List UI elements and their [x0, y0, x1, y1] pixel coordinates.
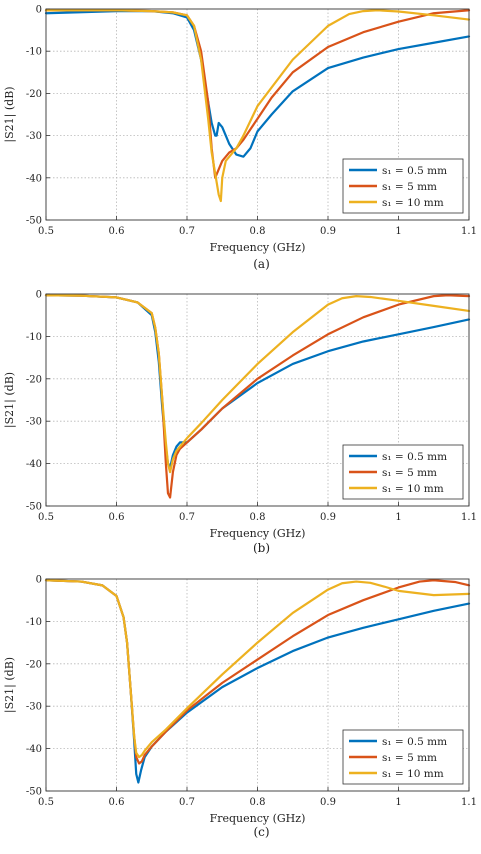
y-tick-label: 0: [36, 5, 42, 16]
panel-caption: (a): [253, 257, 270, 271]
x-tick-label: 1.1: [461, 226, 477, 237]
legend: s₁ = 0.5 mm s₁ = 5 mm s₁ = 10 mm: [342, 729, 464, 785]
y-tick-label: 0: [36, 290, 42, 301]
legend: s₁ = 0.5 mm s₁ = 5 mm s₁ = 10 mm: [342, 444, 464, 500]
series-line-3: [44, 294, 471, 474]
y-tick-label: 0: [36, 575, 42, 586]
series-line-1: [44, 10, 471, 158]
legend: s₁ = 0.5 mm s₁ = 5 mm s₁ = 10 mm: [342, 158, 464, 214]
legend-label: s₁ = 0.5 mm: [382, 165, 447, 177]
legend-label: s₁ = 0.5 mm: [382, 736, 447, 748]
y-axis-label: |S21| (dB): [3, 372, 17, 428]
x-tick-label: 1.1: [461, 512, 477, 523]
legend-label: s₁ = 10 mm: [382, 483, 444, 495]
y-tick-label: -40: [26, 173, 42, 184]
panel-caption: (b): [253, 541, 270, 555]
x-tick-label: 1.1: [461, 797, 477, 808]
y-tick-label: -10: [26, 47, 42, 58]
series-line-1: [44, 294, 471, 469]
chart-panel-2: 0.5 0.6 0.7 0.8 0.9 1 1.1 0 -10 -20 -30 -40 -50 Frequ…: [3, 290, 477, 556]
x-axis-label: Frequency (GHz): [210, 241, 306, 254]
x-tick-label: 0.6: [109, 512, 125, 523]
x-axis-label: Frequency (GHz): [210, 812, 306, 825]
x-tick-label: 0.5: [38, 797, 54, 808]
y-tick-label: -20: [26, 89, 42, 100]
y-tick-label: -30: [26, 417, 42, 428]
x-tick-label: 1: [395, 226, 401, 237]
x-tick-label: 0.6: [109, 797, 125, 808]
y-tick-label: -50: [26, 787, 42, 798]
chart-panel-1: 0.5 0.6 0.7 0.8 0.9 1 1.1 0 -10 -20 -30 -40 -50 Frequ…: [3, 5, 477, 272]
legend-label: s₁ = 10 mm: [382, 768, 444, 780]
legend-label: s₁ = 5 mm: [382, 467, 437, 479]
x-tick-label: 0.7: [179, 797, 195, 808]
x-tick-label: 0.9: [320, 226, 336, 237]
y-axis-label: |S21| (dB): [3, 657, 17, 713]
x-tick-label: 0.9: [320, 512, 336, 523]
x-axis-label: Frequency (GHz): [210, 527, 306, 540]
y-tick-label: -40: [26, 459, 42, 470]
x-tick-label: 0.7: [179, 512, 195, 523]
x-tick-label: 0.6: [109, 226, 125, 237]
series-line-3: [44, 579, 471, 759]
y-tick-label: -30: [26, 131, 42, 142]
y-tick-label: -10: [26, 332, 42, 343]
x-tick-label: 0.8: [250, 797, 266, 808]
x-tick-label: 0.5: [38, 512, 54, 523]
y-tick-label: -50: [26, 216, 42, 227]
chart-panel-3: 0.5 0.6 0.7 0.8 0.9 1 1.1 0 -10 -20 -30 -40 -50 Frequ…: [3, 575, 477, 840]
y-tick-label: -40: [26, 744, 42, 755]
legend-label: s₁ = 10 mm: [382, 197, 444, 209]
series-line-3: [44, 9, 471, 203]
legend-label: s₁ = 0.5 mm: [382, 451, 447, 463]
panel-caption: (c): [253, 825, 269, 839]
y-tick-label: -50: [26, 502, 42, 513]
x-tick-label: 0.8: [250, 226, 266, 237]
y-tick-label: -20: [26, 659, 42, 670]
x-tick-label: 1: [395, 797, 401, 808]
x-tick-label: 0.9: [320, 797, 336, 808]
x-tick-label: 1: [395, 512, 401, 523]
y-axis-label: |S21| (dB): [3, 86, 17, 142]
x-tick-label: 0.5: [38, 226, 54, 237]
legend-label: s₁ = 5 mm: [382, 181, 437, 193]
y-tick-label: -30: [26, 702, 42, 713]
x-tick-label: 0.7: [179, 226, 195, 237]
y-tick-label: -10: [26, 617, 42, 628]
y-tick-label: -20: [26, 374, 42, 385]
legend-label: s₁ = 5 mm: [382, 752, 437, 764]
x-tick-label: 0.8: [250, 512, 266, 523]
